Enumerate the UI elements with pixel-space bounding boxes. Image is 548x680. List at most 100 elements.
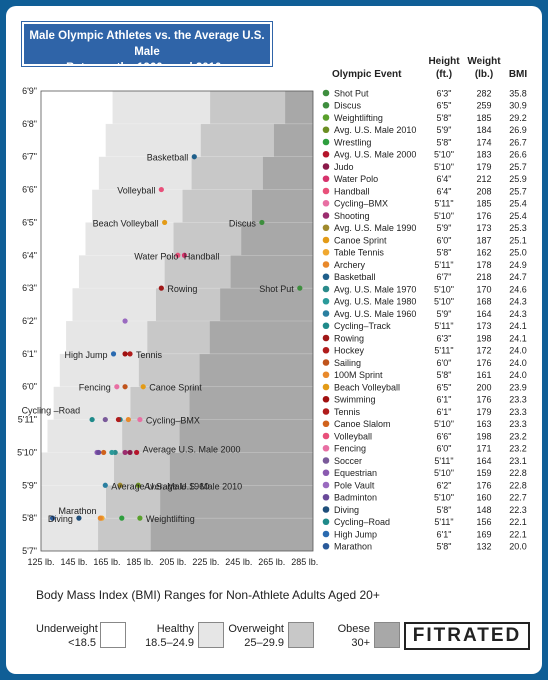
table-row-bmi: 22.1 [509,529,527,539]
table-row-bmi: 24.0 [509,358,527,368]
table-row-bmi: 22.8 [509,468,527,478]
table-row-weight: 171 [476,444,491,454]
bmi-category-name: Healthy [156,623,194,635]
table-row-weight: 172 [476,346,491,356]
table-row-weight: 185 [476,113,491,123]
table-row-dot [322,187,330,195]
table-row-event: Avg. U.S. Male 1970 [334,284,416,294]
table-row-event: Avg. U.S. Male 1980 [334,297,416,307]
table-row-dot [322,359,330,366]
table-row-height: 5'10" [434,297,454,307]
title-line-1: Male Olympic Athletes vs. the Average U.… [29,30,265,58]
point-label: Handball [184,251,220,261]
bmi-category-range: <18.5 [68,637,96,649]
table-row-event: Basketball [334,272,376,282]
y-tick-label: 6'6" [22,185,37,195]
table-row-bmi: 22.8 [509,480,527,490]
table-row-weight: 218 [476,272,491,282]
table-row-height: 5'11" [434,260,453,270]
table-row-weight: 161 [476,370,491,380]
table-row-dot [322,89,330,97]
table-row-weight: 173 [476,223,491,233]
table-row-dot [322,297,330,305]
y-tick-label: 5'10" [17,447,37,457]
x-axis: 125 lb. 145 lb. 165 lb. 185 lb. 205 lb. 225 l… [27,557,318,567]
y-tick-label: 6'8" [22,119,37,129]
table-row-dot [322,138,330,146]
point-avg-u-s-male-1980 [109,449,115,456]
point-label: Water Polo [134,251,178,261]
table-row-dot [322,334,330,342]
table-row-dot [322,518,330,526]
table-row-bmi: 26.6 [509,150,527,160]
table-row-event: Volleyball [334,431,372,441]
table-row-height: 6'4" [437,174,452,184]
table-row-event: Avg. U.S. Male 2010 [334,125,416,135]
point-label: Volleyball [117,186,155,196]
bmi-category-range: 30+ [351,637,370,649]
table-row-weight: 179 [476,407,491,417]
table-row-dot [322,395,330,403]
point-cycling-road [89,416,95,423]
table-row-event: Shot Put [334,88,369,98]
table-row-dot [322,481,330,489]
table-row-bmi: 29.2 [509,113,527,123]
x-tick-label: 185 lb. [126,557,153,567]
y-tick-label: 6'3" [22,283,37,293]
table-row-dot [322,493,330,501]
table-row-height: 6'2" [437,480,452,490]
table-row-dot [322,383,330,391]
table-row-weight: 176 [476,358,491,368]
bmi-legend-item: Healthy 18.5–24.9 [134,622,194,650]
table-row-dot [322,346,330,354]
table-row-bmi: 23.2 [509,431,527,441]
header-weight-unit: (lb.) [475,69,493,80]
point-avg-u-s-male-2000 [134,449,140,456]
point-basketball [191,154,197,160]
point-label: Fencing [79,383,111,393]
point-canoe-sprint [140,384,146,390]
table-row-dot [322,150,330,158]
table-row-bmi: 25.4 [509,199,527,209]
table-row-bmi: 23.3 [509,395,527,405]
title-banner: Male Olympic Athletes vs. the Average U.… [21,21,273,74]
point-water-polo [181,252,188,258]
table-row-bmi: 25.0 [509,248,527,258]
header-height: Height [428,56,460,67]
point-weightlifting [137,515,143,521]
point-avg-u-s-male-2010 [135,482,141,488]
table-row-weight: 164 [476,309,491,319]
table-row-bmi: 26.9 [509,125,527,135]
table-row-dot [322,432,330,440]
point-diving [76,515,82,521]
bmi-category-swatch [198,622,224,648]
table-row-event: Weightlifting [334,113,383,123]
table-row-dot [322,261,330,268]
table-row-event: Shooting [334,211,370,221]
table-row-bmi: 24.0 [509,370,527,380]
bmi-category-name: Underweight [36,623,98,635]
table-row-height: 5'9" [437,223,452,233]
table-row-bmi: 24.3 [509,309,527,319]
table-row-event: Hockey [334,346,365,356]
table-row-event: Cycling–BMX [334,199,388,209]
table-row-bmi: 24.7 [509,272,527,282]
table-row-bmi: 23.3 [509,419,527,429]
point-label: Beach Volleyball [93,218,159,228]
point-marathon [49,515,56,521]
grid-lines [40,90,314,552]
table-row-bmi: 35.8 [509,88,527,98]
table-row-weight: 198 [476,431,491,441]
header-bmi: BMI [509,69,528,80]
table-row-event: Tennis [334,407,361,417]
table-row-event: Badminton [334,493,377,503]
table-row-event: Diving [334,505,359,515]
table-row-height: 5'11" [434,199,453,209]
table-row-dot [322,469,330,477]
table-row-dot [322,212,330,219]
table-row-event: Handball [334,186,370,196]
table-row-weight: 176 [476,211,491,221]
bmi-category-swatch [100,622,126,648]
table-row-weight: 200 [476,382,491,392]
header-event: Olympic Event [332,69,402,80]
